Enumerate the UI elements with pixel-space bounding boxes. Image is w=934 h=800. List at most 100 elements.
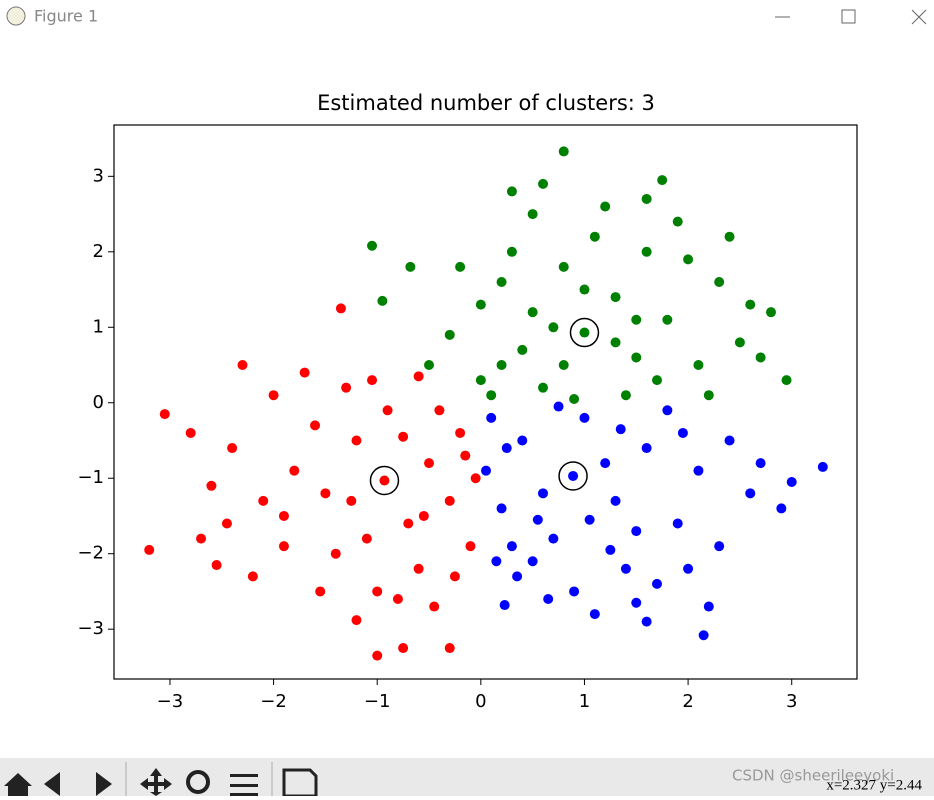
y-tick-label: 1 <box>93 316 104 337</box>
title-bar <box>0 0 934 36</box>
point <box>548 322 559 333</box>
toolbar-icons <box>4 768 318 798</box>
point <box>641 616 652 627</box>
point <box>610 495 621 506</box>
point <box>341 382 352 393</box>
point <box>444 329 455 340</box>
point <box>506 541 517 552</box>
point <box>569 393 580 404</box>
point <box>538 382 549 393</box>
point <box>372 650 383 661</box>
point <box>382 405 393 416</box>
close-button[interactable] <box>911 9 927 25</box>
save-button[interactable] <box>282 768 318 798</box>
configure-button[interactable] <box>230 774 258 796</box>
point <box>211 560 222 571</box>
point <box>558 360 569 371</box>
point <box>227 443 238 454</box>
point <box>672 518 683 529</box>
point <box>330 548 341 559</box>
point <box>346 495 357 506</box>
x-tick-label: 0 <box>475 691 486 712</box>
point <box>724 231 735 242</box>
home-button[interactable] <box>4 773 32 796</box>
point <box>698 630 709 641</box>
point <box>714 541 725 552</box>
plot-area <box>144 146 828 661</box>
point <box>543 593 554 604</box>
point <box>589 231 600 242</box>
maximize-button[interactable] <box>841 9 856 24</box>
point <box>781 375 792 386</box>
point <box>714 276 725 287</box>
point <box>548 533 559 544</box>
point <box>460 450 471 461</box>
point <box>475 375 486 386</box>
point <box>579 284 590 295</box>
point <box>496 360 507 371</box>
cluster-center <box>569 317 600 348</box>
point <box>817 461 828 472</box>
point <box>413 371 424 382</box>
point <box>641 246 652 257</box>
point <box>517 435 528 446</box>
forward-button[interactable] <box>96 772 112 796</box>
point <box>335 303 346 314</box>
point <box>657 175 668 186</box>
point <box>496 276 507 287</box>
point <box>351 435 362 446</box>
point <box>579 412 590 423</box>
point <box>429 601 440 612</box>
point <box>569 586 580 597</box>
point <box>499 600 510 611</box>
chart-title: Estimated number of clusters: 3 <box>317 91 655 115</box>
point <box>553 401 564 412</box>
point <box>444 643 455 654</box>
point <box>734 337 745 348</box>
point <box>532 514 543 525</box>
point <box>568 470 579 481</box>
point <box>481 465 492 476</box>
point <box>620 563 631 574</box>
x-tick-label: 2 <box>682 691 693 712</box>
point <box>455 261 466 272</box>
point <box>315 586 326 597</box>
y-tick-label: 3 <box>93 165 104 186</box>
x-tick-label: −1 <box>364 691 391 712</box>
cluster-center <box>369 465 400 496</box>
point <box>641 193 652 204</box>
point <box>786 477 797 488</box>
point <box>398 431 409 442</box>
back-button[interactable] <box>44 772 60 796</box>
point <box>206 480 217 491</box>
watermark: CSDN @sheerileeyoki <box>732 767 894 785</box>
point <box>449 571 460 582</box>
point <box>683 254 694 265</box>
zoom-button[interactable] <box>186 770 210 794</box>
point <box>221 518 232 529</box>
point <box>605 544 616 555</box>
point <box>258 495 269 506</box>
point <box>693 360 704 371</box>
y-tick-label: 0 <box>93 392 104 413</box>
point <box>755 458 766 469</box>
point <box>299 367 310 378</box>
point <box>278 510 289 521</box>
point <box>527 209 538 220</box>
x-tick-label: 1 <box>579 691 590 712</box>
point <box>237 360 248 371</box>
point <box>631 597 642 608</box>
pan-button[interactable] <box>140 768 172 796</box>
point <box>662 405 673 416</box>
point <box>631 314 642 325</box>
point <box>424 458 435 469</box>
point <box>558 146 569 157</box>
point <box>558 261 569 272</box>
point <box>652 375 663 386</box>
cluster-center <box>558 461 588 491</box>
point <box>320 488 331 499</box>
point <box>579 327 590 338</box>
point <box>455 427 466 438</box>
point <box>600 201 611 212</box>
